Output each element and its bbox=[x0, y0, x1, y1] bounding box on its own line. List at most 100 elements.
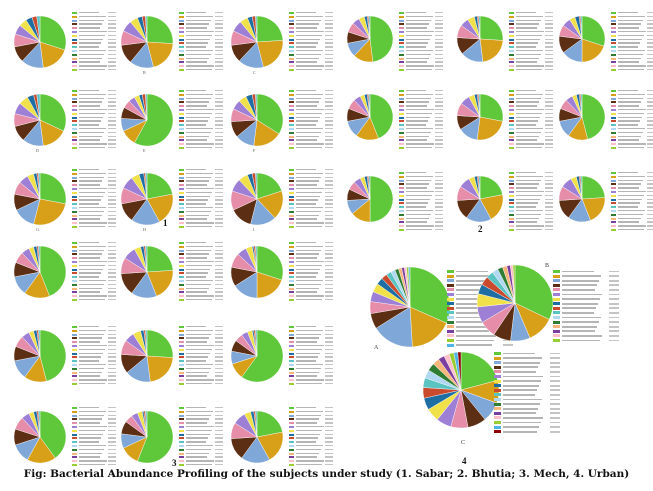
panel-4-chart-1-legend-swatch bbox=[447, 270, 454, 273]
panel-1-chart-8-legend-percent bbox=[215, 188, 223, 190]
panel-2-chart-7-legend-swatch bbox=[399, 229, 404, 231]
panel-1-chart-4-legend-label bbox=[79, 135, 102, 137]
panel-3-chart-1-legend-percent bbox=[108, 299, 116, 301]
panel-3-chart-1-legend-label bbox=[79, 283, 104, 286]
panel-3-chart-3-legend-percent bbox=[325, 272, 333, 274]
panel-1-chart-2-pie bbox=[120, 15, 174, 69]
panel-1-chart-9-legend-swatch bbox=[289, 214, 294, 217]
panel-3-chart-5-legend-swatch bbox=[179, 341, 184, 344]
panel-4-chart-2-legend-swatch bbox=[553, 270, 560, 273]
panel-4-chart-2-legend-percent bbox=[609, 321, 619, 323]
panel-2-chart-9-legend-percent bbox=[647, 229, 653, 231]
panel-1-chart-1-legend-label bbox=[79, 42, 101, 44]
panel-3-chart-1-slice-10 bbox=[38, 245, 41, 273]
panel-2-chart-6-legend-label bbox=[618, 116, 642, 118]
panel-2-chart-7-legend-percent bbox=[435, 179, 443, 181]
panel-2-chart-3-legend-swatch bbox=[611, 69, 616, 71]
panel-4-chart-3-legend-label bbox=[503, 380, 541, 382]
panel-2-chart-8-legend-swatch bbox=[509, 217, 514, 220]
panel-3-chart-6-legend-label bbox=[296, 333, 321, 335]
panel-1-chart-3-pie bbox=[230, 15, 284, 69]
panel-2-chart-5-legend-label bbox=[516, 93, 543, 96]
panel-1-chart-4-legend-label bbox=[79, 143, 107, 145]
panel-1-chart-1-legend-swatch bbox=[72, 42, 77, 45]
panel-1-chart-1-legend-label bbox=[79, 38, 103, 40]
panel-3-chart-9-legend-swatch bbox=[289, 437, 294, 440]
panel-1-chart-2-legend-percent bbox=[215, 34, 223, 37]
panel-3-chart-7-legend-percent bbox=[108, 433, 116, 435]
panel-3-chart-3-legend-percent bbox=[325, 280, 333, 282]
panel-1-chart-2-legend-percent bbox=[215, 38, 223, 40]
panel-2-chart-6-legend-percent bbox=[647, 105, 653, 107]
panel-3-chart-2-legend-percent bbox=[215, 264, 223, 267]
panel-2-chart-7-legend-swatch bbox=[399, 194, 404, 197]
panel-4-chart-2-legend-swatch bbox=[553, 320, 560, 324]
panel-2-chart-9-legend-label bbox=[618, 210, 645, 212]
panel-3-chart-5-slice-2 bbox=[146, 355, 174, 383]
panel-2-chart-2-legend-swatch bbox=[509, 31, 514, 33]
panel-3-chart-3-legend-percent bbox=[325, 245, 333, 248]
panel-1-chart-6-legend-percent bbox=[325, 135, 333, 137]
panel-1-chart-4-legend-label bbox=[79, 97, 104, 99]
panel-4-chart-2-legend-label bbox=[562, 334, 602, 337]
panel-2-chart-5-legend-swatch bbox=[509, 112, 514, 115]
panel-2-chart-8-legend-percent bbox=[545, 210, 553, 212]
panel-4-chart-3-legend-percent bbox=[550, 380, 560, 382]
panel-2-chart-3-legend-label bbox=[618, 27, 639, 29]
panel-1-chart-6-legend-percent bbox=[325, 116, 333, 118]
panel-3-chart-4-legend-percent bbox=[108, 341, 116, 343]
panel-3-chart-5-legend-swatch bbox=[179, 345, 184, 347]
panel-3-chart-1-pie bbox=[13, 245, 67, 299]
panel-1-chart-4-legend-percent bbox=[108, 105, 116, 107]
panel-2-chart-5-legend-percent bbox=[545, 135, 553, 137]
panel-2-chart-4-legend-label bbox=[406, 93, 433, 96]
panel-2-chart-3-legend-label bbox=[618, 23, 641, 25]
panel-1-chart-2-legend-label bbox=[186, 57, 209, 59]
panel-1-chart-5-legend-percent bbox=[215, 116, 223, 118]
panel-3-chart-6-legend-percent bbox=[325, 329, 333, 332]
panel-3-chart-3-legend-swatch bbox=[289, 242, 294, 244]
panel-1-chart-4-legend-label bbox=[79, 116, 103, 118]
panel-1-chart-8-legend-label bbox=[186, 195, 210, 197]
panel-1-chart-6-legend-label bbox=[296, 90, 316, 92]
panel-2-chart-9-legend-label bbox=[618, 217, 641, 219]
panel-3-chart-9-legend-label bbox=[296, 429, 322, 432]
panel-1-chart-2-legend-label bbox=[186, 50, 213, 52]
panel-1-chart-1-legend-percent bbox=[108, 27, 116, 29]
panel-2-chart-4-legend-swatch bbox=[399, 147, 404, 149]
panel-3-chart-1-legend-swatch bbox=[72, 261, 77, 263]
panel-2-chart-4-legend-percent bbox=[435, 97, 443, 99]
panel-2-chart-3-legend-swatch bbox=[611, 38, 616, 41]
panel-2-chart-4-legend-percent bbox=[435, 135, 443, 137]
panel-3-chart-1-legend-percent bbox=[108, 291, 116, 293]
panel-3-chart-7-legend-swatch bbox=[72, 426, 77, 428]
panel-1-chart-8-legend-percent bbox=[215, 203, 223, 205]
panel-1-chart-9-pie bbox=[230, 172, 284, 226]
panel-3-chart-1-legend-label bbox=[79, 276, 99, 278]
panel-1-chart-5-legend-swatch bbox=[179, 120, 184, 123]
panel-2-chart-9-legend-swatch bbox=[611, 229, 616, 231]
panel-1-chart-5-legend-swatch bbox=[179, 93, 184, 96]
panel-3-chart-2-legend-label bbox=[186, 261, 214, 263]
panel-2-chart-7-legend-swatch bbox=[399, 183, 404, 186]
panel-3-chart-4-legend-percent bbox=[108, 367, 116, 370]
panel-3-chart-8-legend-label bbox=[186, 422, 207, 424]
panel-2-chart-7-legend-swatch bbox=[399, 210, 404, 212]
panel-3-chart-7-legend-percent bbox=[108, 456, 116, 458]
panel-2-chart-9-legend-percent bbox=[647, 187, 653, 189]
panel-2-chart-3-legend-swatch bbox=[611, 19, 616, 22]
panel-2-chart-4-legend-swatch bbox=[399, 93, 404, 96]
panel-1-chart-3-legend-percent bbox=[325, 46, 333, 48]
panel-3-chart-5-legend-label bbox=[186, 326, 206, 328]
panel-1-chart-1-legend-label bbox=[79, 31, 107, 33]
panel-1-chart-4-legend-swatch bbox=[72, 109, 77, 111]
panel-3-chart-8-legend-label bbox=[186, 437, 208, 439]
panel-2-chart-3-legend-swatch bbox=[611, 61, 616, 64]
panel-1-chart-7-slice-10 bbox=[38, 172, 41, 200]
panel-1-chart-6-legend-swatch bbox=[289, 93, 294, 96]
panel-3-chart-7-legend-label bbox=[79, 410, 106, 413]
panel-3-chart-4-legend-percent bbox=[108, 326, 116, 328]
panel-2-chart-4-legend-percent bbox=[435, 109, 443, 111]
panel-1-chart-9-legend-label bbox=[296, 191, 322, 194]
panel-1-chart-4-legend-percent bbox=[108, 90, 116, 92]
